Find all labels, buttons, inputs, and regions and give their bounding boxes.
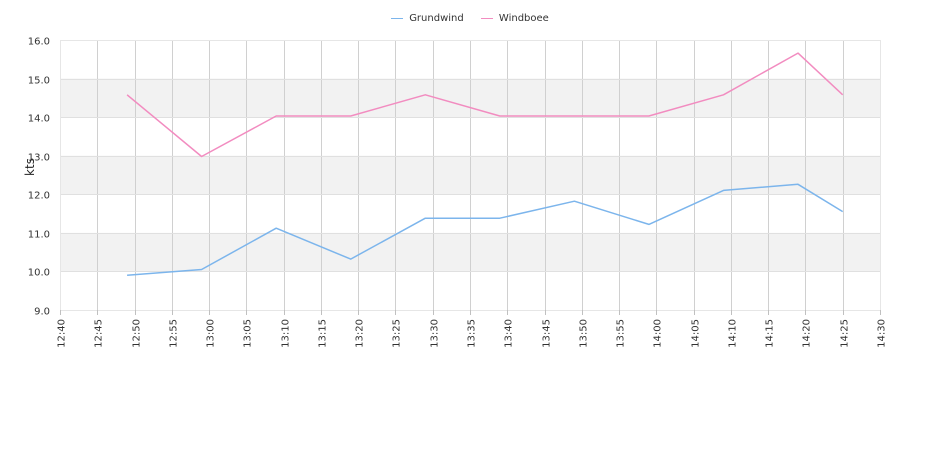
- x-tick-label: 14:05: [691, 319, 702, 348]
- x-tick-label: 13:45: [542, 319, 553, 348]
- y-axis-label: kts: [23, 158, 37, 176]
- x-tick-label: 13:05: [243, 319, 254, 348]
- x-tick-label: 13:35: [467, 319, 478, 348]
- x-tick-label: 13:50: [579, 319, 590, 348]
- y-axis-ticks: 9.0 10.0 11.0 12.0 13.0 14.0 15.0 16.0: [28, 37, 50, 318]
- y-tick-label: 13.0: [28, 153, 50, 164]
- x-tick-label: 13:20: [355, 319, 366, 348]
- x-tick-label: 13:30: [430, 319, 441, 348]
- y-tick-label: 16.0: [28, 37, 50, 48]
- legend-swatch-windboee: [480, 17, 493, 19]
- legend-item-grundwind[interactable]: Grundwind: [391, 13, 464, 24]
- x-tick-label: 12:50: [132, 319, 143, 348]
- series-line-windboee[interactable]: [126, 52, 844, 158]
- x-tick-label: 13:40: [504, 319, 515, 348]
- x-tick-label: 12:40: [57, 319, 68, 348]
- y-tick-label: 14.0: [28, 114, 50, 125]
- x-tick-label: 14:25: [840, 319, 851, 348]
- series-lines: [126, 52, 844, 277]
- y-tick-label: 12.0: [28, 191, 50, 202]
- legend-swatch-grundwind: [391, 17, 404, 19]
- y-tick-label: 10.0: [28, 268, 50, 279]
- x-tick-label: 14:30: [877, 319, 888, 348]
- x-tick-label: 13:15: [318, 319, 329, 348]
- x-tick-label: 14:15: [765, 319, 776, 348]
- x-tick-label: 14:20: [802, 319, 813, 348]
- horizontal-gridlines: [60, 40, 881, 311]
- y-tick-label: 9.0: [34, 307, 50, 318]
- legend-label-grundwind: Grundwind: [409, 13, 464, 24]
- series-line-grundwind[interactable]: [127, 183, 844, 277]
- legend-item-windboee[interactable]: Windboee: [480, 13, 549, 24]
- legend-label-windboee: Windboee: [498, 13, 549, 24]
- y-tick-label: 11.0: [28, 230, 50, 241]
- x-tick-label: 13:55: [616, 319, 627, 348]
- x-tick-label: 13:00: [206, 319, 217, 348]
- x-axis-ticks: 12:40 12:45 12:50 12:55 13:00 13:05 13:10 13:15…: [57, 310, 888, 348]
- x-tick-label: 12:55: [169, 319, 180, 348]
- x-tick-label: 13:10: [281, 319, 292, 348]
- chart-legend: Grundwind Windboee: [0, 13, 940, 24]
- x-tick-label: 14:10: [728, 319, 739, 348]
- x-tick-label: 13:25: [392, 319, 403, 348]
- x-tick-label: 12:45: [94, 319, 105, 348]
- y-tick-label: 15.0: [28, 76, 50, 87]
- x-tick-label: 14:00: [653, 319, 664, 348]
